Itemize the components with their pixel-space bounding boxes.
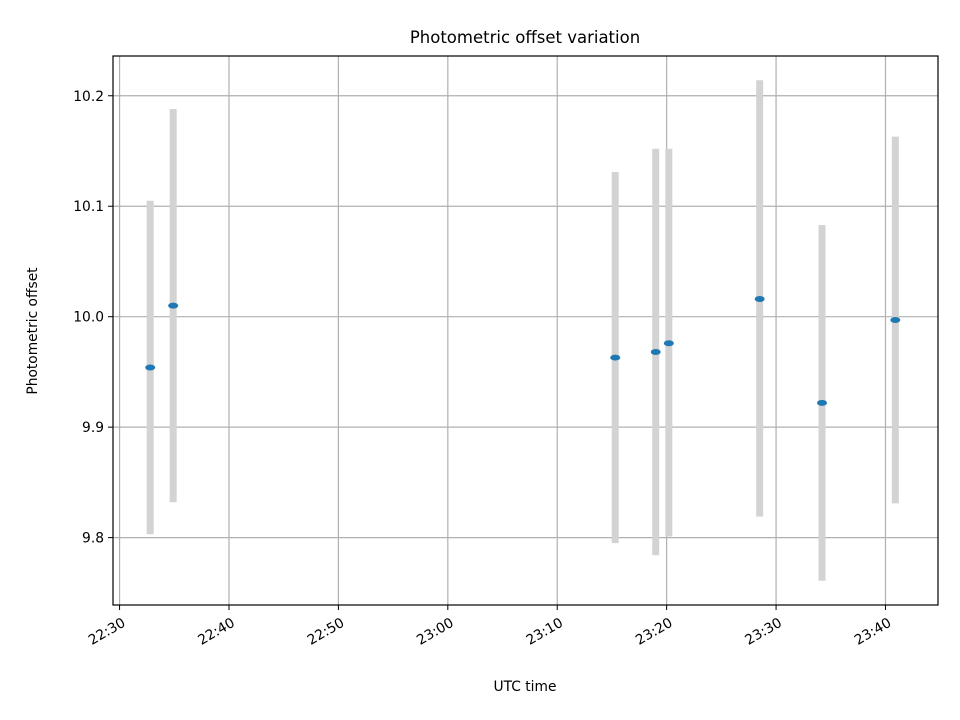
data-point xyxy=(890,317,901,324)
y-tick-label: 10.0 xyxy=(73,310,104,326)
data-point xyxy=(168,302,179,309)
data-point xyxy=(145,364,156,371)
y-tick-label: 9.9 xyxy=(82,420,104,436)
x-tick-label: 23:10 xyxy=(524,615,566,649)
x-axis-label: UTC time xyxy=(494,679,557,695)
x-tick-label: 22:30 xyxy=(86,615,128,649)
x-tick-label: 23:00 xyxy=(414,615,456,649)
data-point xyxy=(610,354,621,361)
y-axis-label: Photometric offset xyxy=(25,267,41,395)
data-point xyxy=(663,340,674,347)
y-tick-label: 10.2 xyxy=(73,89,104,105)
y-axis-ticks: 9.8 9.9 10.0 10.1 10.2 xyxy=(73,89,113,547)
data-point xyxy=(817,399,828,406)
data-points xyxy=(145,296,901,406)
data-point xyxy=(754,296,765,303)
x-tick-label: 22:40 xyxy=(195,615,237,649)
plot-frame xyxy=(112,55,939,606)
y-tick-label: 10.1 xyxy=(73,199,104,215)
x-axis-ticks: 22:30 22:40 22:50 23:00 23:10 23:20 23:30 23:40 xyxy=(86,605,894,649)
y-tick-label: 9.8 xyxy=(82,531,104,547)
data-point xyxy=(650,349,661,356)
x-tick-label: 22:50 xyxy=(305,615,347,649)
x-tick-label: 23:40 xyxy=(852,615,894,649)
x-tick-label: 23:30 xyxy=(742,615,784,649)
error-bars xyxy=(146,80,899,581)
grid xyxy=(113,56,938,605)
x-tick-label: 23:20 xyxy=(633,615,675,649)
chart-title: Photometric offset variation xyxy=(410,28,640,47)
